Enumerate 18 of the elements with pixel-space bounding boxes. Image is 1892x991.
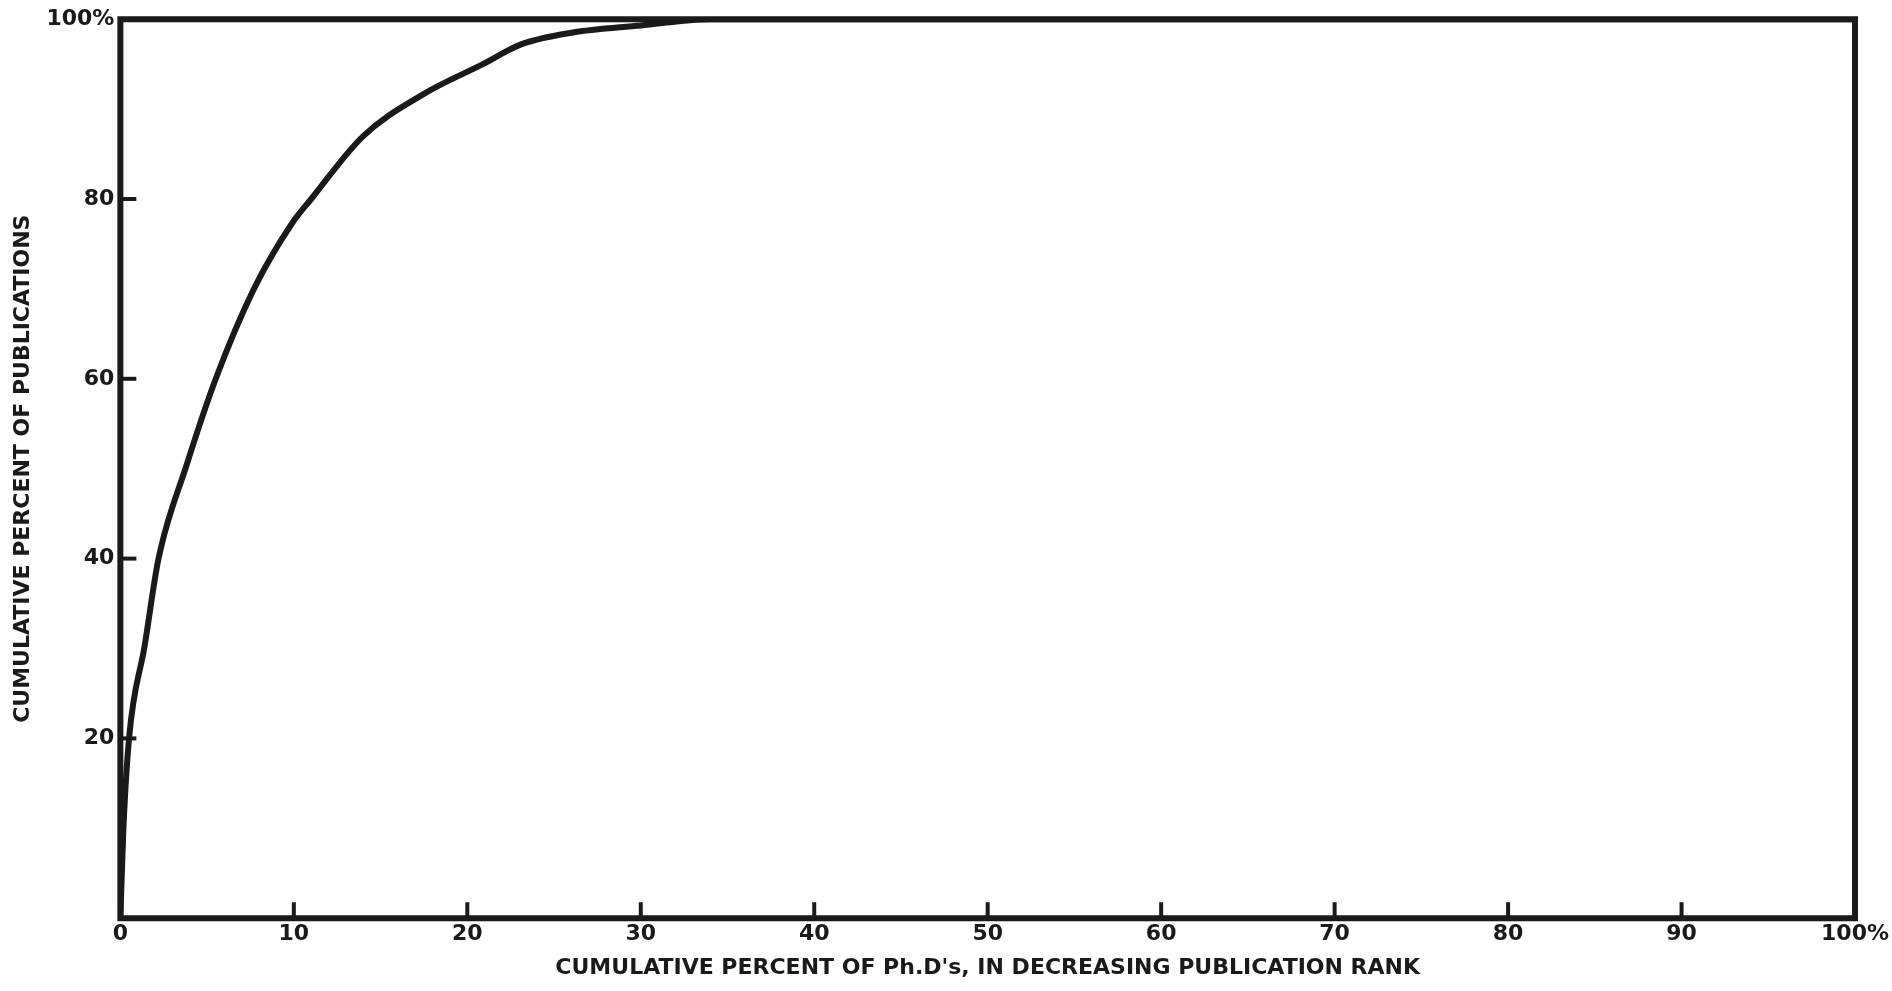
y-tick-label: 80 (83, 184, 115, 210)
y-tick-label: 60 (83, 364, 115, 390)
x-tick-label: 30 (625, 920, 657, 946)
x-tick-label: 20 (451, 920, 483, 946)
x-tick-label: 60 (1145, 920, 1177, 946)
x-tick-label: 50 (972, 920, 1003, 946)
y-tick-label: 100% (46, 4, 115, 30)
x-tick-label: 80 (1492, 920, 1524, 946)
x-tick-label: 100% (1821, 920, 1889, 946)
x-tick-label: 70 (1319, 920, 1350, 946)
y-tick-label: 40 (83, 544, 115, 570)
y-tick-label: 20 (83, 724, 115, 750)
x-tick-label: 90 (1666, 920, 1697, 946)
x-tick-label: 0 (112, 920, 129, 946)
x-tick-label: 10 (278, 920, 310, 946)
x-axis-title: CUMULATIVE PERCENT OF Ph.D's, IN DECREASING PUBLICATION RANK (555, 953, 1421, 979)
y-axis-title: CUMULATIVE PERCENT OF PUBLICATIONS (8, 214, 34, 723)
x-tick-label: 40 (798, 920, 830, 946)
